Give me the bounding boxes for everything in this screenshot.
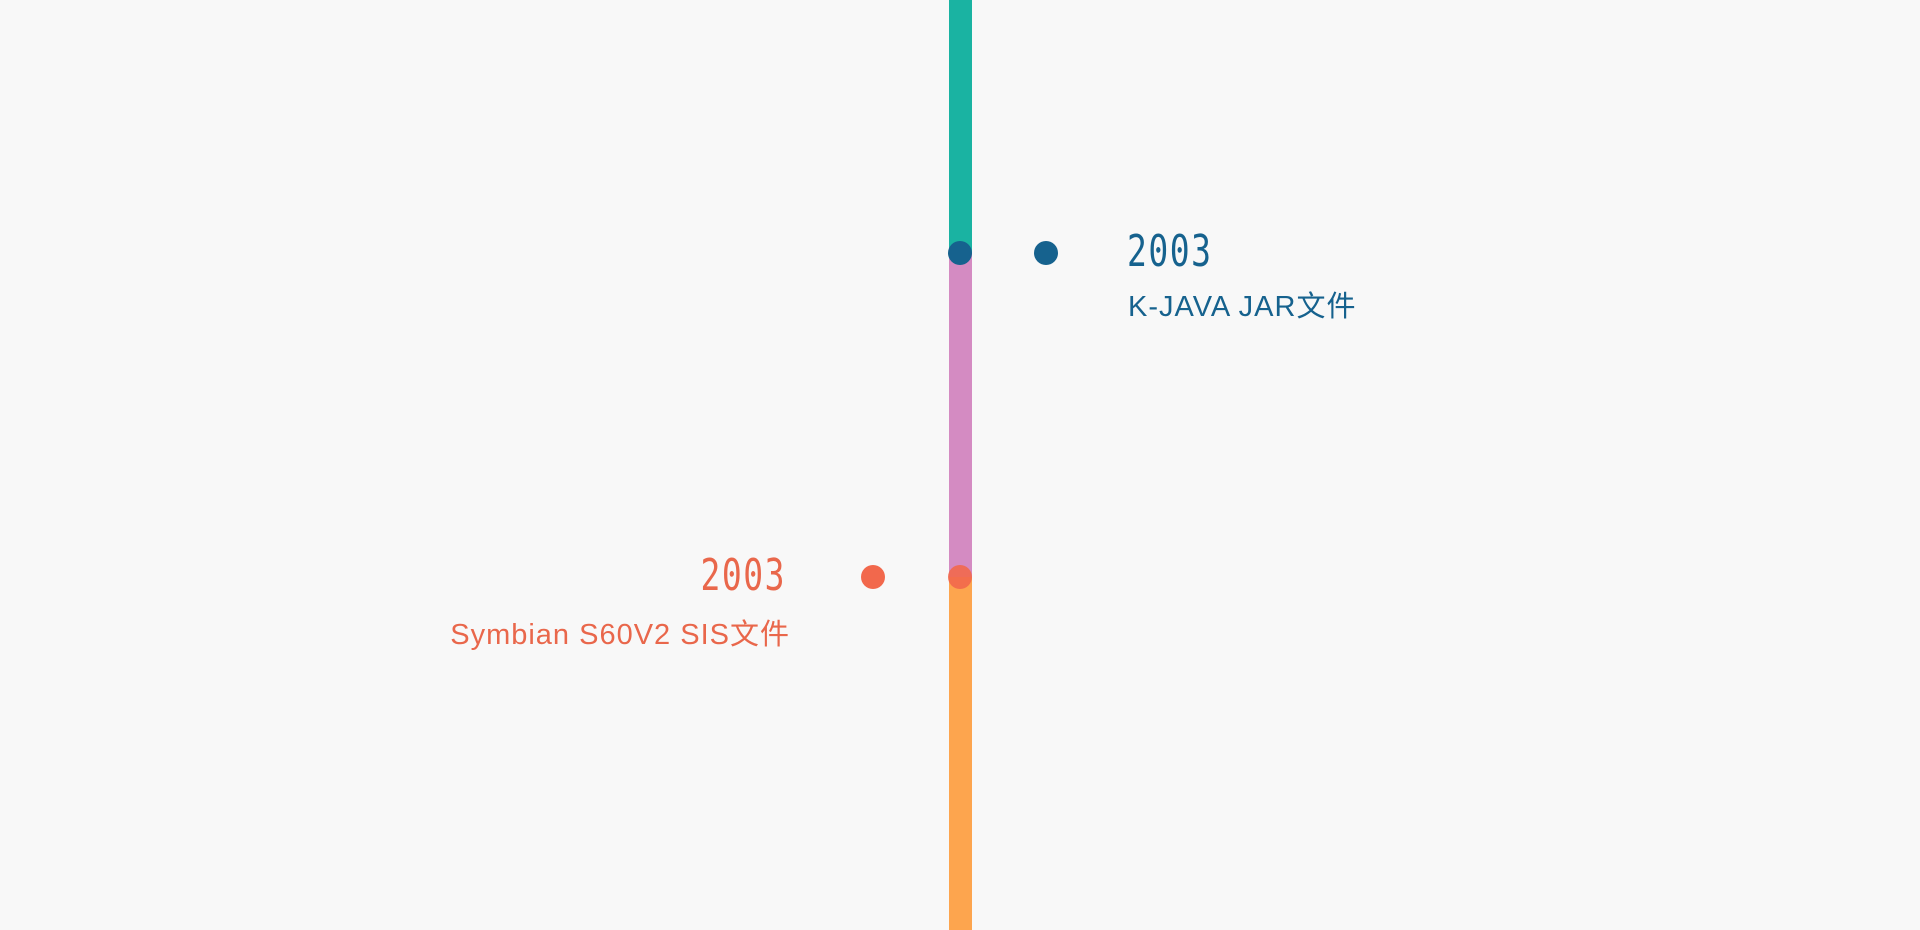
timeline-segment bbox=[949, 577, 972, 930]
timeline-segment bbox=[949, 253, 972, 577]
timeline-segment bbox=[949, 0, 972, 253]
item-label: K-JAVA JAR文件 bbox=[1128, 291, 1357, 323]
item-dot bbox=[861, 565, 885, 589]
item-dot bbox=[1034, 241, 1058, 265]
year-text: 2003 bbox=[1127, 226, 1213, 277]
item-year: 2003 bbox=[672, 552, 786, 600]
item-label: Symbian S60V2 SIS文件 bbox=[450, 619, 790, 651]
timeline-node bbox=[948, 241, 972, 265]
item-year: 2003 bbox=[1127, 228, 1241, 276]
timeline-node bbox=[948, 565, 972, 589]
year-text: 2003 bbox=[700, 550, 786, 601]
